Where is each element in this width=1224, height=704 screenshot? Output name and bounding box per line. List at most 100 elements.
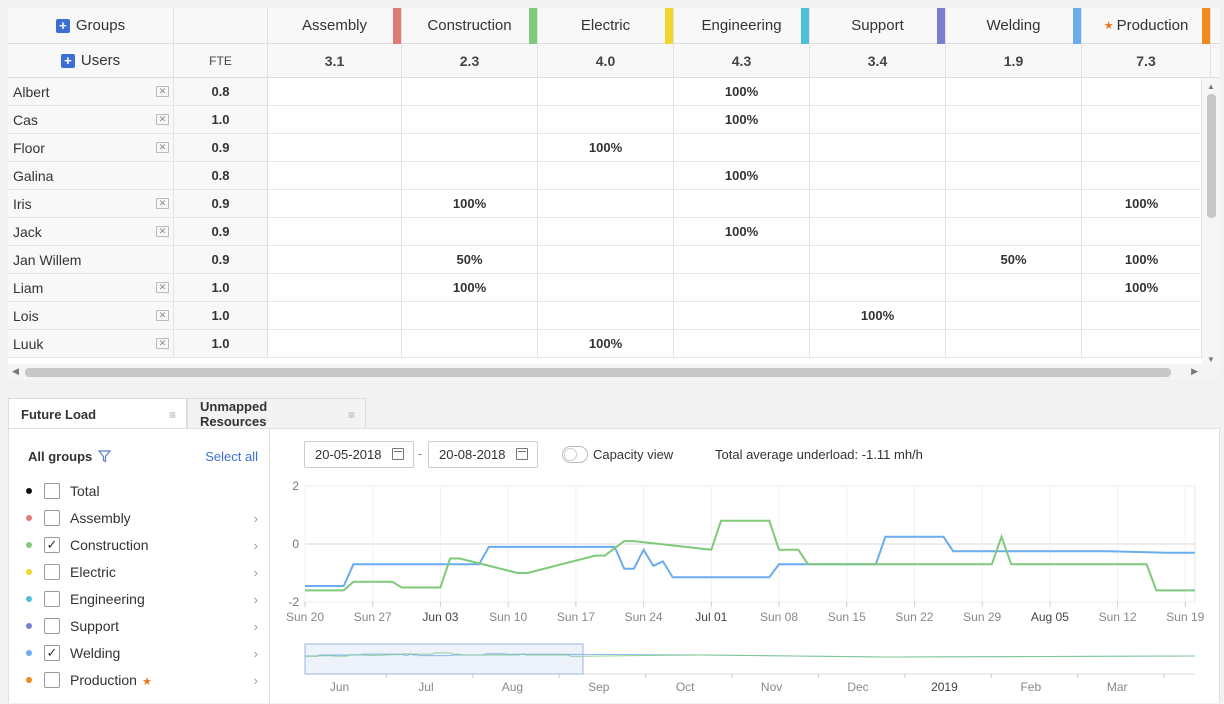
tab-future-load[interactable]: Future Load ≡	[8, 398, 187, 429]
allocation-cell[interactable]	[810, 218, 946, 245]
allocation-cell[interactable]	[402, 218, 538, 245]
allocation-cell[interactable]	[402, 134, 538, 161]
allocation-cell[interactable]	[946, 78, 1082, 105]
legend-checkbox[interactable]	[44, 564, 60, 580]
allocation-cell[interactable]	[268, 246, 402, 273]
allocation-cell[interactable]	[1082, 78, 1202, 105]
allocation-cell[interactable]	[674, 330, 810, 357]
allocation-cell[interactable]	[674, 134, 810, 161]
legend-checkbox[interactable]	[44, 618, 60, 634]
vertical-scroll-thumb[interactable]	[1207, 94, 1216, 218]
scroll-left-icon[interactable]: ◀	[12, 366, 19, 376]
chevron-right-icon[interactable]: ›	[253, 618, 258, 634]
allocation-cell[interactable]	[1082, 218, 1202, 245]
allocation-cell[interactable]	[1082, 106, 1202, 133]
allocation-cell[interactable]	[402, 330, 538, 357]
allocation-cell[interactable]: 100%	[402, 190, 538, 217]
allocation-cell[interactable]: 50%	[946, 246, 1082, 273]
allocation-cell[interactable]	[538, 106, 674, 133]
allocation-cell[interactable]: 100%	[810, 302, 946, 329]
allocation-cell[interactable]	[946, 106, 1082, 133]
allocation-cell[interactable]: 50%	[402, 246, 538, 273]
allocation-cell[interactable]	[810, 246, 946, 273]
allocation-cell[interactable]	[946, 162, 1082, 189]
allocation-cell[interactable]	[1082, 302, 1202, 329]
group-header-0[interactable]: Assembly	[268, 8, 402, 44]
calendar-icon[interactable]	[392, 448, 404, 460]
allocation-cell[interactable]	[268, 134, 402, 161]
allocation-cell[interactable]	[946, 134, 1082, 161]
allocation-cell[interactable]	[538, 302, 674, 329]
legend-checkbox[interactable]	[44, 510, 60, 526]
allocation-cell[interactable]: 100%	[1082, 274, 1202, 301]
allocation-cell[interactable]	[268, 330, 402, 357]
user-name-cell[interactable]: Liam ✕	[8, 274, 174, 301]
chevron-right-icon[interactable]: ›	[253, 510, 258, 526]
date-from-field[interactable]: 20-05-2018	[304, 441, 414, 468]
horizontal-scroll-thumb[interactable]	[25, 368, 1171, 377]
allocation-cell[interactable]	[402, 78, 538, 105]
select-all-link[interactable]: Select all	[205, 449, 258, 464]
remove-user-icon[interactable]: ✕	[156, 142, 169, 153]
users-header[interactable]: + Users	[8, 44, 174, 77]
allocation-cell[interactable]	[268, 190, 402, 217]
add-group-icon[interactable]: +	[55, 18, 70, 33]
allocation-cell[interactable]	[268, 162, 402, 189]
allocation-cell[interactable]	[674, 190, 810, 217]
allocation-cell[interactable]	[268, 218, 402, 245]
user-name-cell[interactable]: Jack ✕	[8, 218, 174, 245]
remove-user-icon[interactable]: ✕	[156, 310, 169, 321]
allocation-cell[interactable]	[268, 106, 402, 133]
group-header-1[interactable]: Construction	[402, 8, 538, 44]
user-name-cell[interactable]: Luuk ✕	[8, 330, 174, 357]
legend-checkbox[interactable]	[44, 672, 60, 688]
series-line-construction[interactable]	[305, 519, 1195, 592]
allocation-cell[interactable]	[268, 78, 402, 105]
legend-item-total[interactable]: Total	[26, 480, 258, 502]
group-header-3[interactable]: Engineering	[674, 8, 810, 44]
remove-user-icon[interactable]: ✕	[156, 282, 169, 293]
allocation-cell[interactable]	[538, 274, 674, 301]
allocation-cell[interactable]	[946, 274, 1082, 301]
series-line-welding[interactable]	[305, 535, 1195, 587]
group-header-5[interactable]: Welding	[946, 8, 1082, 44]
allocation-cell[interactable]	[538, 218, 674, 245]
allocation-cell[interactable]	[674, 274, 810, 301]
scroll-up-icon[interactable]: ▲	[1207, 82, 1215, 91]
groups-header[interactable]: + Groups	[8, 8, 174, 43]
allocation-cell[interactable]	[268, 274, 402, 301]
allocation-cell[interactable]	[946, 330, 1082, 357]
user-name-cell[interactable]: Floor ✕	[8, 134, 174, 161]
allocation-cell[interactable]	[538, 190, 674, 217]
allocation-cell[interactable]	[946, 190, 1082, 217]
user-name-cell[interactable]: Jan Willem	[8, 246, 174, 273]
remove-user-icon[interactable]: ✕	[156, 86, 169, 97]
remove-user-icon[interactable]: ✕	[156, 338, 169, 349]
legend-item-assembly[interactable]: Assembly ›	[26, 507, 258, 529]
allocation-cell[interactable]	[810, 274, 946, 301]
legend-item-production[interactable]: Production ★ ›	[26, 669, 258, 691]
allocation-cell[interactable]	[674, 302, 810, 329]
legend-item-engineering[interactable]: Engineering ›	[26, 588, 258, 610]
scroll-right-icon[interactable]: ▶	[1191, 366, 1198, 376]
allocation-cell[interactable]	[1082, 134, 1202, 161]
legend-item-construction[interactable]: ✓ Construction ›	[26, 534, 258, 556]
user-name-cell[interactable]: Galina	[8, 162, 174, 189]
chevron-right-icon[interactable]: ›	[253, 564, 258, 580]
allocation-cell[interactable]: 100%	[402, 274, 538, 301]
chevron-right-icon[interactable]: ›	[253, 672, 258, 688]
allocation-cell[interactable]	[810, 190, 946, 217]
legend-checkbox[interactable]	[44, 483, 60, 499]
remove-user-icon[interactable]: ✕	[156, 198, 169, 209]
allocation-cell[interactable]: 100%	[1082, 190, 1202, 217]
allocation-cell[interactable]	[402, 302, 538, 329]
tab-unmapped-resources[interactable]: Unmapped Resources ≡	[187, 398, 366, 429]
chevron-right-icon[interactable]: ›	[253, 537, 258, 553]
group-header-2[interactable]: Electric	[538, 8, 674, 44]
scroll-down-icon[interactable]: ▼	[1207, 355, 1215, 364]
allocation-cell[interactable]	[810, 162, 946, 189]
filter-icon[interactable]	[98, 450, 112, 463]
allocation-cell[interactable]: 100%	[674, 106, 810, 133]
user-name-cell[interactable]: Albert ✕	[8, 78, 174, 105]
allocation-cell[interactable]: 100%	[538, 134, 674, 161]
